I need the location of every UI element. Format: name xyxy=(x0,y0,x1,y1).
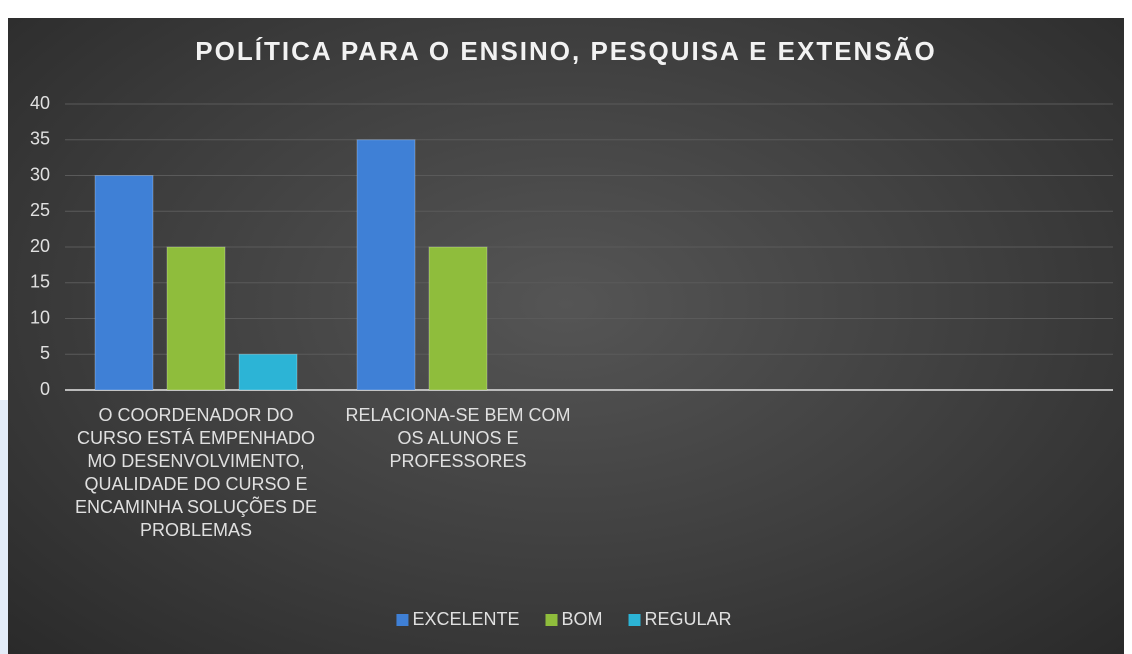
y-tick-label: 10 xyxy=(30,307,50,327)
side-strip xyxy=(0,400,8,654)
y-tick-label: 30 xyxy=(30,164,50,184)
y-tick-label: 20 xyxy=(30,236,50,256)
y-tick-label: 35 xyxy=(30,129,50,149)
y-tick-label: 40 xyxy=(30,93,50,113)
legend-swatch xyxy=(545,614,558,626)
bar xyxy=(166,246,226,391)
legend-label: EXCELENTE xyxy=(412,609,519,629)
legend-swatch xyxy=(396,614,409,626)
chart-title: POLÍTICA PARA O ENSINO, PESQUISA E EXTEN… xyxy=(195,36,936,66)
bar xyxy=(428,246,488,391)
bar xyxy=(94,175,154,391)
y-tick-label: 15 xyxy=(30,272,50,292)
legend-label: REGULAR xyxy=(645,609,732,629)
y-tick-label: 5 xyxy=(40,343,50,363)
x-tick-label: RELACIONA-SE BEM COM OS ALUNOS E PROFESS… xyxy=(345,405,571,471)
bar xyxy=(238,353,298,391)
chart: POLÍTICA PARA O ENSINO, PESQUISA E EXTEN… xyxy=(30,36,1113,629)
bar xyxy=(356,139,416,391)
chart-area: POLÍTICA PARA O ENSINO, PESQUISA E EXTEN… xyxy=(8,18,1124,654)
y-tick-label: 0 xyxy=(40,379,50,399)
legend-label: BOM xyxy=(562,609,603,629)
x-tick-label: O COORDENADOR DO CURSO ESTÁ EMPENHADO MO… xyxy=(74,405,318,540)
legend-swatch xyxy=(628,614,641,626)
y-tick-label: 25 xyxy=(30,200,50,220)
